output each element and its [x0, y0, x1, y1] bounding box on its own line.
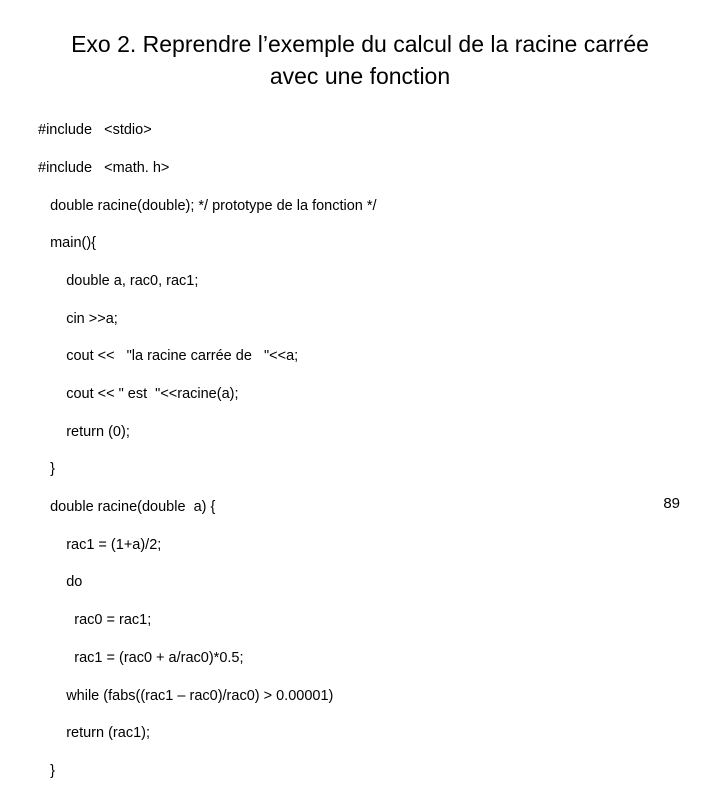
- title-line-1: Exo 2. Reprendre l’exemple du calcul de …: [0, 28, 720, 60]
- code-line: }: [38, 460, 720, 479]
- code-line: while (fabs((rac1 – rac0)/rac0) > 0.0000…: [38, 687, 720, 706]
- code-line: }: [38, 762, 720, 781]
- code-block: #include <stdio> #include <math. h> doub…: [0, 92, 720, 799]
- code-line: cout << " est "<<racine(a);: [38, 385, 720, 404]
- code-line: main(){: [38, 234, 720, 253]
- code-line: cin >>a;: [38, 310, 720, 329]
- page-number: 89: [663, 495, 680, 512]
- title-line-2: avec une fonction: [0, 60, 720, 92]
- code-line: double racine(double a) {: [38, 498, 720, 517]
- code-line: do: [38, 573, 720, 592]
- code-line: return (rac1);: [38, 724, 720, 743]
- code-line: #include <math. h>: [38, 159, 720, 178]
- code-line: double a, rac0, rac1;: [38, 272, 720, 291]
- code-line: rac1 = (rac0 + a/rac0)*0.5;: [38, 649, 720, 668]
- code-line: #include <stdio>: [38, 121, 720, 140]
- code-line: return (0);: [38, 423, 720, 442]
- slide-title: Exo 2. Reprendre l’exemple du calcul de …: [0, 0, 720, 92]
- code-line: double racine(double); */ prototype de l…: [38, 197, 720, 216]
- code-line: rac1 = (1+a)/2;: [38, 536, 720, 555]
- code-line: cout << "la racine carrée de "<<a;: [38, 347, 720, 366]
- code-line: rac0 = rac1;: [38, 611, 720, 630]
